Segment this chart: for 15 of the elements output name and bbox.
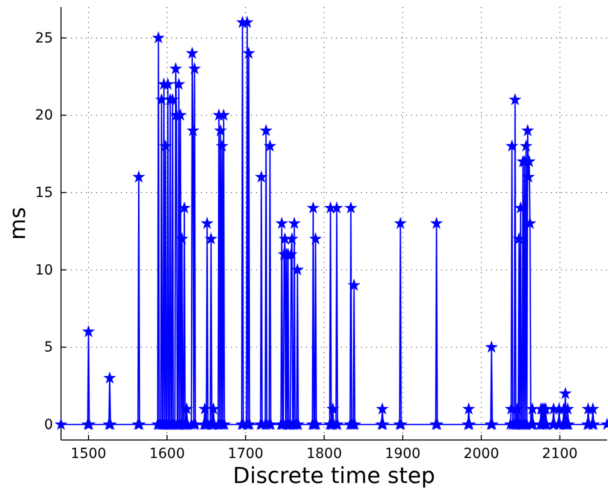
x-tick-label: 1900 bbox=[384, 446, 421, 462]
x-tick-label: 1500 bbox=[70, 446, 106, 462]
x-tick-label: 1600 bbox=[149, 446, 185, 462]
y-tick-label: 15 bbox=[35, 185, 53, 202]
y-tick-label: 10 bbox=[35, 262, 53, 278]
y-tick-label: 5 bbox=[44, 340, 53, 356]
y-tick-label: 20 bbox=[35, 108, 53, 124]
y-tick-label: 0 bbox=[44, 417, 53, 434]
x-tick-label: 2000 bbox=[463, 446, 500, 462]
y-tick-label: 25 bbox=[35, 30, 53, 46]
x-axis-title: Discrete time step bbox=[232, 464, 436, 489]
x-tick-label: 2100 bbox=[542, 446, 578, 462]
x-tick-label: 1700 bbox=[228, 446, 264, 462]
x-tick-label: 1800 bbox=[306, 446, 342, 462]
y-axis-title: ms bbox=[6, 207, 31, 240]
